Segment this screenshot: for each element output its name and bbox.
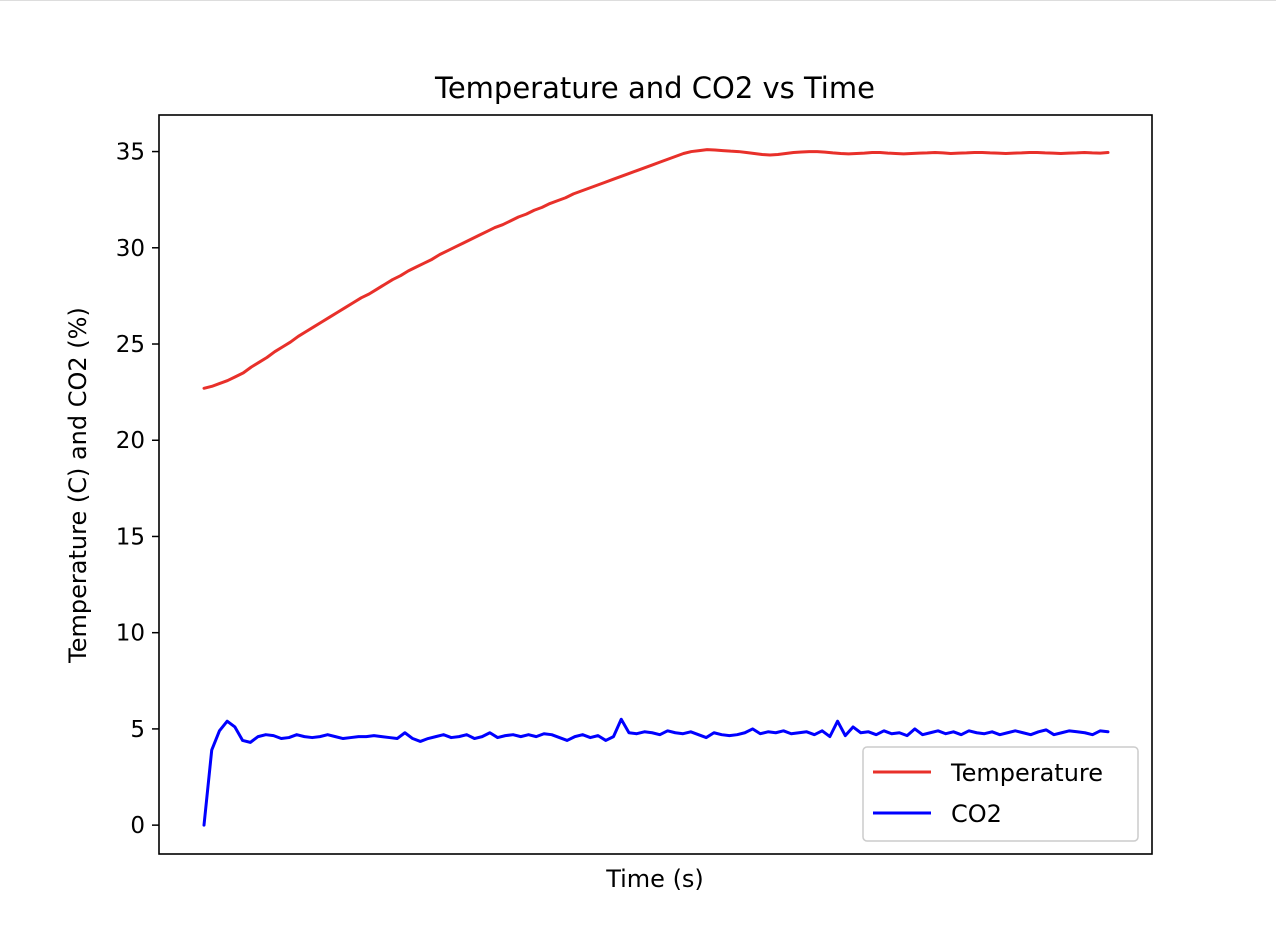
y-axis-ticks: 0 5 10 15 20 25 30 35 [116,140,159,839]
chart-title: Temperature and CO2 vs Time [434,71,875,105]
series-line-temperature [202,148,1110,390]
y-tick-label: 15 [116,524,145,550]
series-layer [202,148,1110,827]
y-tick-label: 30 [116,236,145,262]
y-tick-label: 10 [116,621,145,647]
axes-frame [158,114,1153,855]
y-tick-label: 5 [130,717,145,743]
plot-area: 0 5 10 15 20 25 30 35 [116,114,1153,855]
legend: Temperature CO2 [862,746,1139,842]
legend-box [862,746,1139,842]
legend-label-co2: CO2 [951,800,1002,828]
legend-label-temperature: Temperature [950,759,1103,787]
x-axis-label: Time (s) [605,865,704,893]
y-axis-label: Temperature (C) and CO2 (%) [64,307,92,664]
series-line-co2 [202,717,1110,827]
y-tick-label: 25 [116,332,145,358]
y-tick-label: 20 [116,428,145,454]
y-tick-label: 35 [116,140,145,166]
y-tick-label: 0 [130,813,145,839]
